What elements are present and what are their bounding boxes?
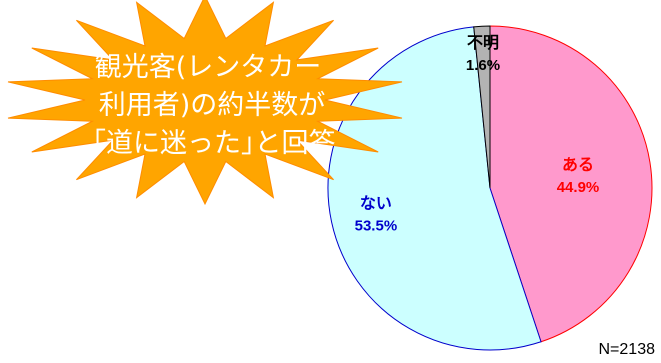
slice-label: 不明 (467, 33, 499, 52)
callout-line-1: 観光客(レンタカー (95, 52, 322, 83)
slice-value-label: 44.9% (557, 179, 600, 196)
callout-starburst: 観光客(レンタカー 利用者)の約半数が ｢道に迷った｣と回答 (7, 0, 403, 206)
pie-slice (327, 26, 542, 351)
slice-value-label: 53.5% (355, 217, 398, 234)
callout-line-2: 利用者)の約半数が (99, 90, 326, 121)
sample-size-label: N=2138 (598, 341, 656, 358)
pie-slice (489, 25, 653, 343)
slice-value-label: 1.6% (466, 57, 500, 74)
starburst-shape (7, 0, 403, 206)
slice-label: ある (562, 155, 594, 174)
slice-label: ない (360, 193, 392, 212)
pie-chart: ある 44.9% ない 53.5% 不明 1.6% (327, 25, 653, 351)
pie-slice (473, 25, 491, 189)
callout-line-3: ｢道に迷った｣と回答 (93, 128, 336, 159)
